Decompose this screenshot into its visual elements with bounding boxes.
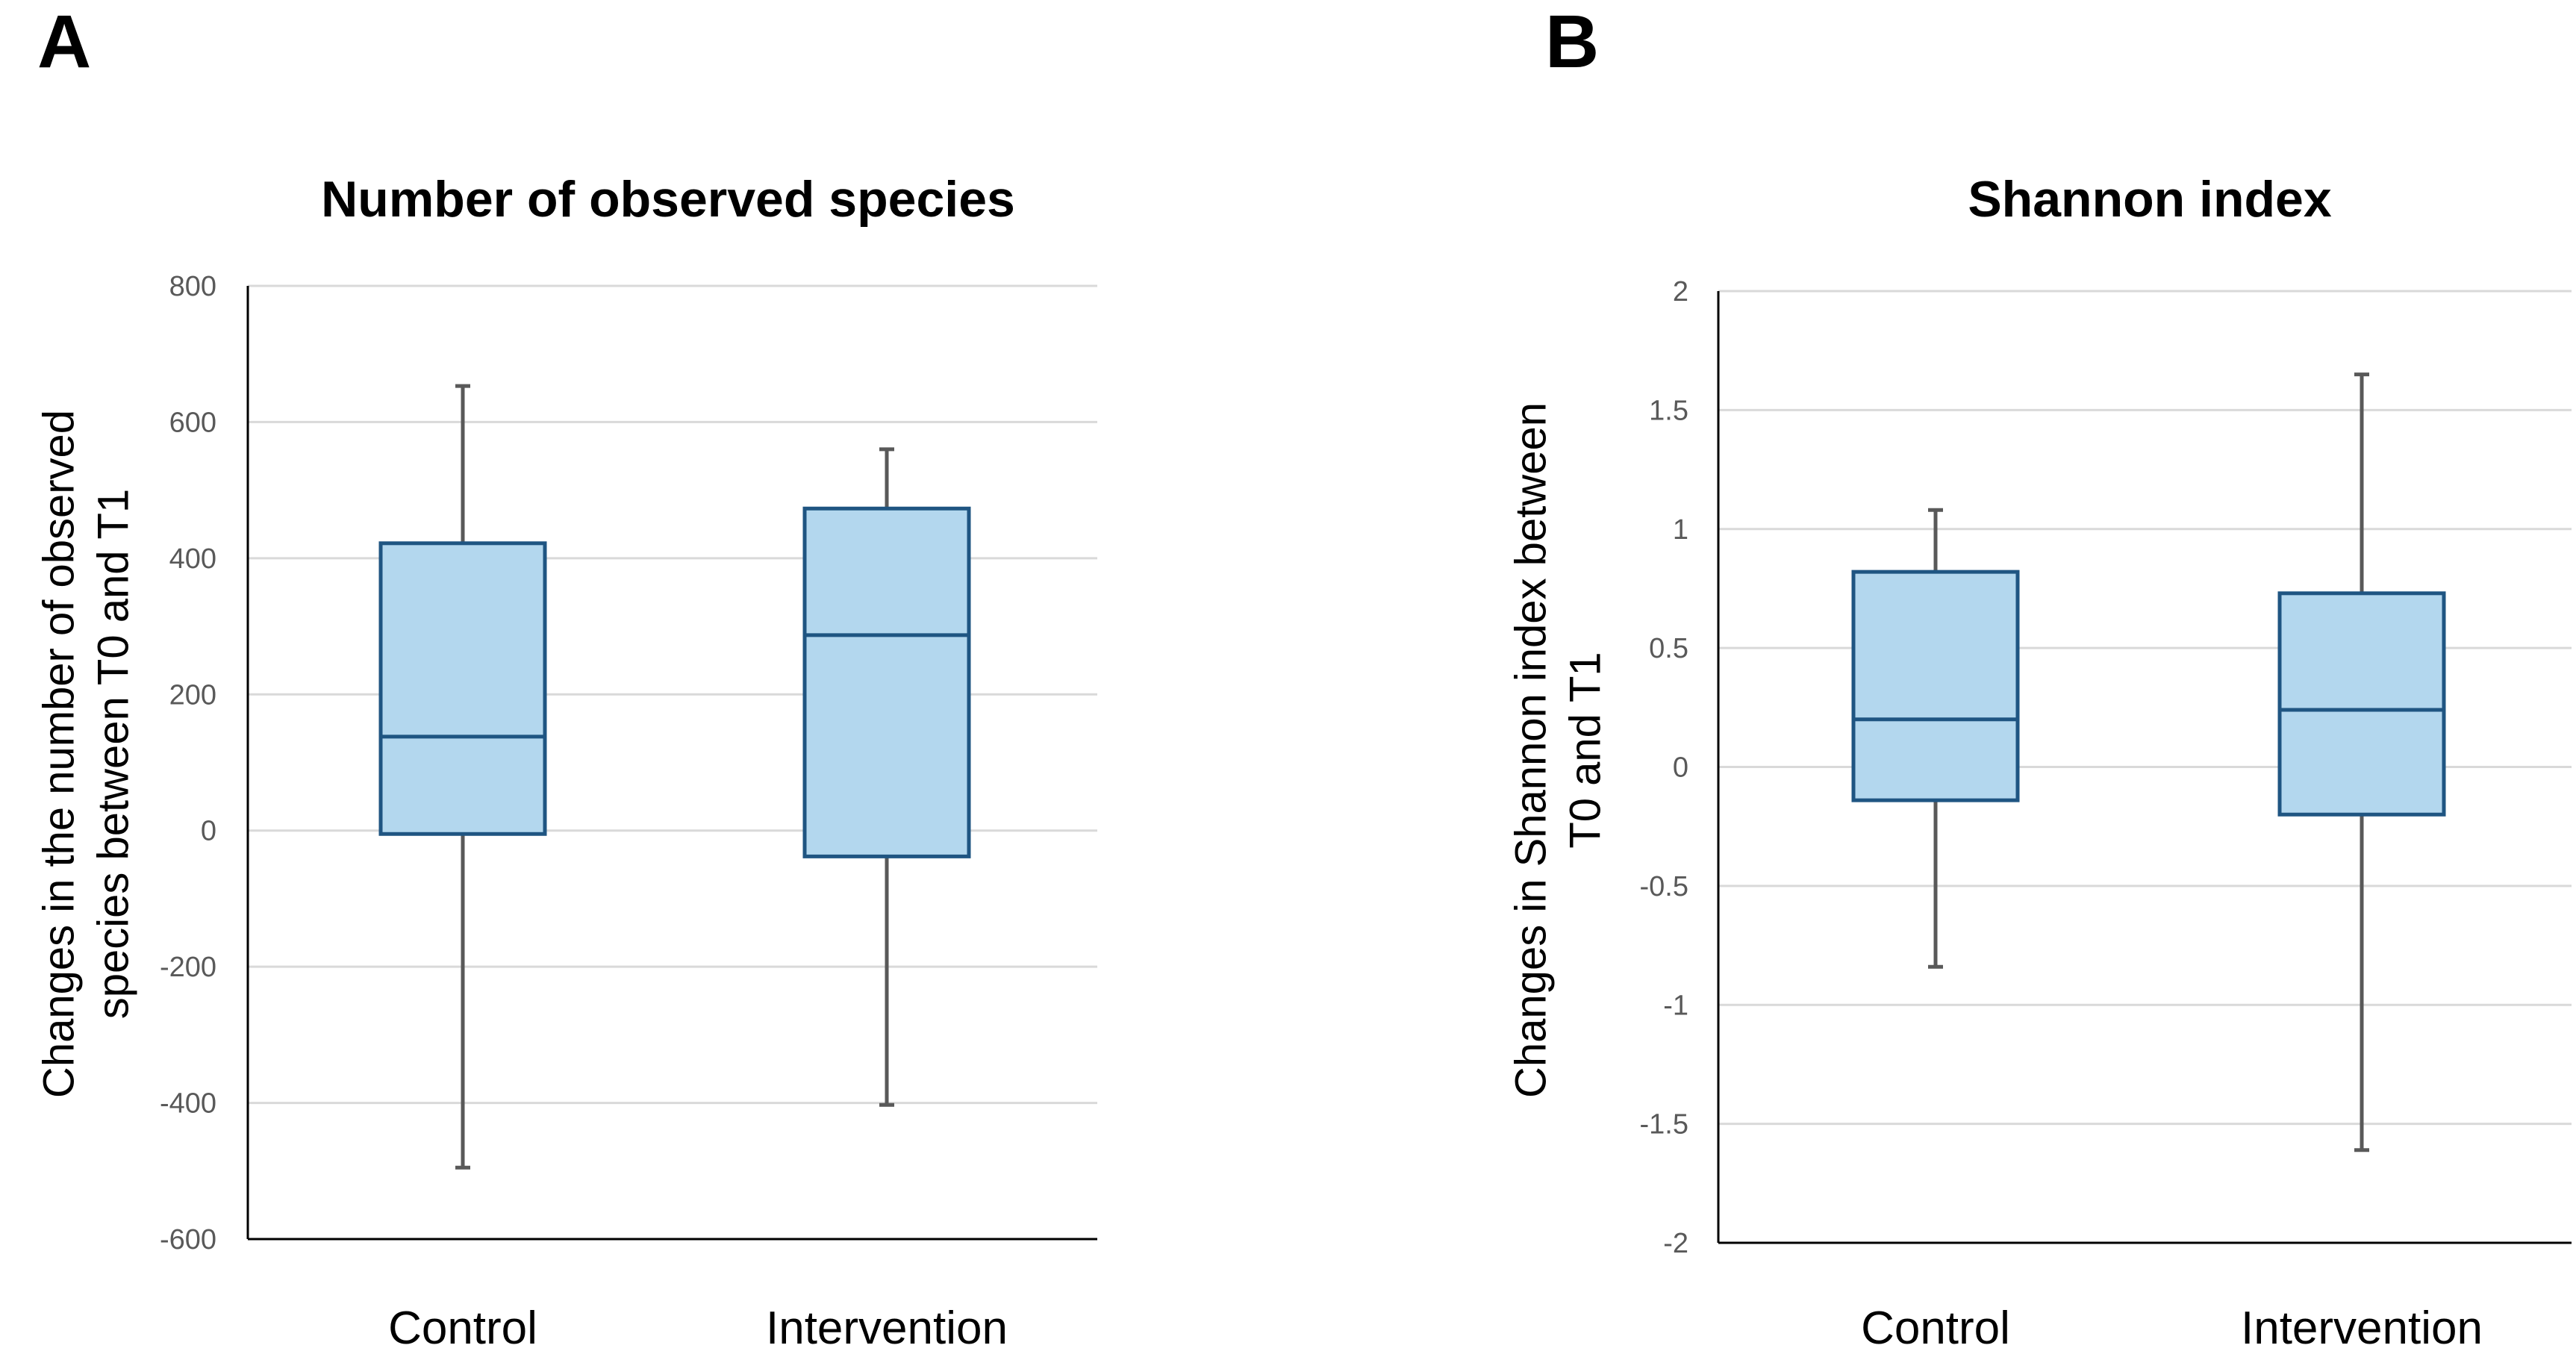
chart-a-y-tick-label: 800: [169, 271, 216, 302]
chart-a-title: Number of observed species: [321, 171, 1015, 228]
chart-b-y-tick-label: 2: [1673, 276, 1688, 308]
chart-a-intervention-category-label: Intervention: [766, 1303, 1008, 1354]
chart-b-y-tick-label: 1: [1673, 514, 1688, 546]
chart-b-y-tick-label: -2: [1663, 1228, 1688, 1259]
chart-b-y-tick-label: 0: [1673, 752, 1688, 784]
chart-a-y-tick-label: 400: [169, 543, 216, 575]
chart-a-y-tick-label: -600: [160, 1224, 216, 1255]
chart-a-intervention-box: [802, 506, 971, 858]
panel-a-letter: A: [37, 0, 92, 84]
chart-b-y-tick-label: -1: [1663, 990, 1688, 1021]
chart-a-y-tick-label: -200: [160, 952, 216, 983]
chart-a-y-tick-label: 600: [169, 407, 216, 438]
panel-b-letter: B: [1545, 0, 1600, 84]
chart-b-title: Shannon index: [1968, 171, 2332, 228]
chart-a-y-tick-label: -400: [160, 1088, 216, 1120]
chart-a-y-tick-label: 0: [201, 816, 216, 847]
chart-a-control-category-label: Control: [388, 1303, 537, 1354]
chart-b-y-tick-label: -0.5: [1640, 871, 1688, 902]
chart-b-y-tick-label: 1.5: [1649, 395, 1688, 426]
chart-b-control-category-label: Control: [1861, 1303, 2010, 1354]
chart-b-intervention-box: [2277, 591, 2446, 817]
chart-a-control-box: [378, 541, 547, 836]
chart-a-y-tick-label: 200: [169, 679, 216, 711]
chart-b-intervention-category-label: Intervention: [2241, 1303, 2483, 1354]
chart-b-y-tick-label: 0.5: [1649, 633, 1688, 664]
chart-b-control-box: [1851, 570, 2020, 802]
chart-b-y-tick-label: -1.5: [1640, 1109, 1688, 1141]
